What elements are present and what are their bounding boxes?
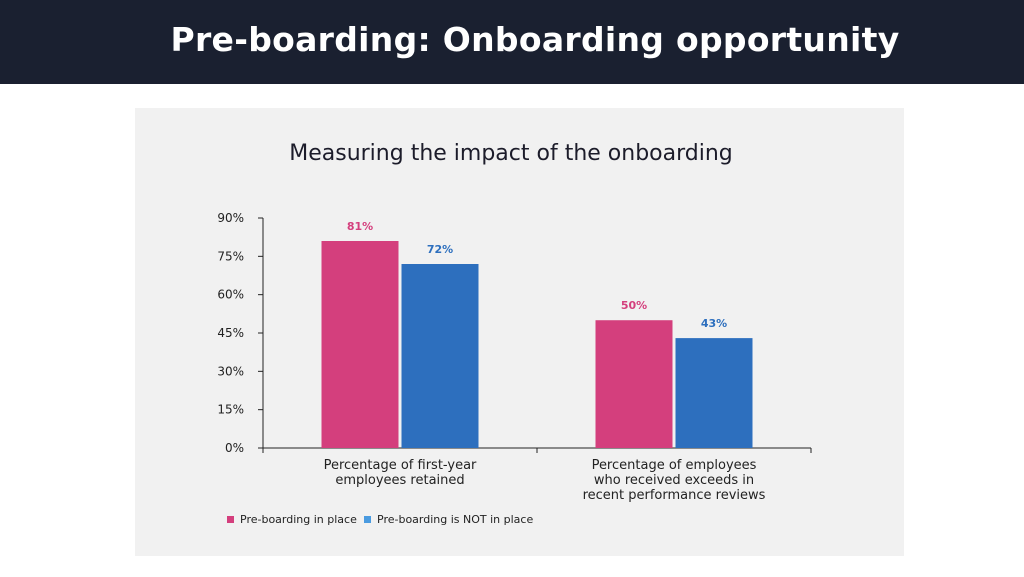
- chart-title: Measuring the impact of the onboarding: [289, 141, 733, 166]
- y-tick-label: 60%: [217, 288, 244, 302]
- legend-label: Pre-boarding in place: [240, 513, 357, 526]
- data-label: 81%: [347, 220, 373, 233]
- category-label: recent performance reviews: [583, 488, 766, 503]
- y-tick-label: 30%: [217, 364, 244, 378]
- bar-chart: Measuring the impact of the onboarding 0…: [217, 141, 812, 526]
- category-label: who received exceeds in: [594, 473, 754, 488]
- y-tick-label: 90%: [217, 211, 244, 225]
- legend-label: Pre-boarding is NOT in place: [377, 513, 533, 526]
- data-label: 50%: [621, 299, 647, 312]
- bar-pre-boarding-2: [595, 320, 673, 448]
- chart-panel: Measuring the impact of the onboarding 0…: [135, 108, 904, 556]
- category-label: Percentage of first-year: [324, 458, 477, 473]
- category-label: employees retained: [335, 473, 464, 488]
- data-label: 43%: [701, 317, 727, 330]
- data-label: 72%: [427, 243, 453, 256]
- category-label: Percentage of employees: [592, 458, 757, 473]
- legend-swatch: [227, 516, 234, 523]
- legend-swatch: [364, 516, 371, 523]
- y-tick-label: 0%: [225, 441, 244, 455]
- y-tick-label: 75%: [217, 249, 244, 263]
- slide-header: [0, 0, 1024, 84]
- slide-title: Pre-boarding: Onboarding opportunity: [170, 20, 900, 59]
- bar-pre-boarding-1: [321, 241, 399, 448]
- bar-no-pre-boarding-1: [401, 264, 479, 448]
- y-tick-label: 15%: [217, 403, 244, 417]
- bar-no-pre-boarding-2: [675, 338, 753, 448]
- y-tick-label: 45%: [217, 326, 244, 340]
